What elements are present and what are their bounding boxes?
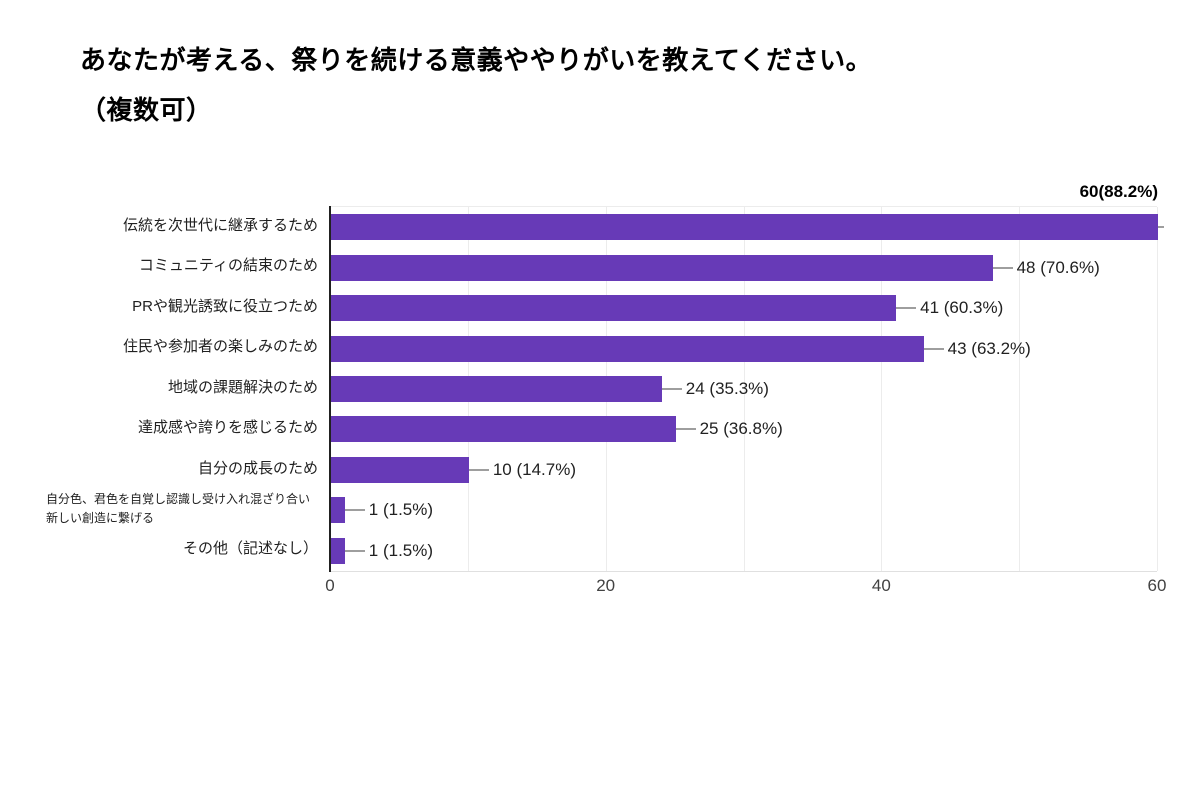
category-label-text-8: その他（記述なし） [182,540,318,558]
chart-title-line-2: （複数可） [80,95,213,125]
category-label-8: その他（記述なし） [0,530,324,570]
value-label-1: 48 (70.6%) [1016,257,1100,277]
bar-4 [331,375,662,402]
bar-row-7: 1 (1.5%) [330,490,1157,530]
bar-row-5: 25 (36.8%) [330,409,1157,449]
x-tick-label-0: 0 [325,576,335,595]
bar-row-3: 43 (63.2%) [330,328,1157,368]
callout-line-4 [661,387,682,390]
x-tick-label-40: 40 [871,576,891,595]
value-label-5: 25 (36.8%) [699,419,783,439]
category-label-2: PRや観光誘致に役立つため [0,287,324,327]
category-label-6: 自分の成長のため [0,449,324,489]
gridline-30 [743,207,745,571]
category-label-3: 住民や参加者の楽しみのため [0,327,324,367]
callout-line-7 [344,509,365,512]
gridline-50 [1019,207,1021,571]
chart-title: あなたが考える、祭りを続ける意義ややりがいを教えてください。 （複数可） [80,35,1140,135]
plot-area: 60(88.2%) 48 (70.6%) 41 (60.3%) 43 (63.2%) 2… [329,182,1164,572]
category-label-text-5: 達成感や誇りを感じるため [137,419,318,437]
chart-title-line-1: あなたが考える、祭りを続ける意義ややりがいを教えてください。 [80,45,873,75]
bar-1 [331,254,993,281]
category-label-text-4: 地域の課題解決のため [167,378,318,396]
value-label-4: 24 (35.3%) [685,378,769,398]
category-axis-labels: 伝統を次世代に継承するためコミュニティの結束のため PRや観光誘致に役立つため住民… [0,206,324,570]
callout-line-5 [675,428,696,431]
category-label-text-1: コミュニティの結束のため [138,257,318,275]
category-label-4: 地域の課題解決のため [0,368,324,408]
x-tick-label-20: 20 [596,576,616,595]
value-label-8: 1 (1.5%) [368,540,434,560]
bar-5 [331,416,676,443]
bar-0 [331,214,1158,241]
value-label-6: 10 (14.7%) [492,459,576,479]
bar-2 [331,295,897,322]
gridline-40 [881,207,883,571]
y-axis-line [329,206,331,572]
bar-7 [331,497,345,524]
category-label-text-0: 伝統を次世代に継承するため [122,216,318,234]
bar-row-8: 1 (1.5%) [330,531,1157,571]
callout-line-1 [992,266,1013,269]
category-label-text-3: 住民や参加者の楽しみのため [122,338,318,356]
bar-3 [331,335,924,362]
bar-8 [331,537,345,564]
x-axis-tick-labels: 0 20 40 60 [325,576,1166,600]
gridline-60 [1157,207,1158,571]
bar-row-2: 41 (60.3%) [330,288,1157,328]
x-tick-label-60: 60 [1147,576,1167,595]
callout-line-2 [896,307,917,310]
category-label-7: 自分色、君色を自覚し認識し受け入れ混ざり合い新しい創造に繋げる [0,489,324,529]
bar-6 [331,456,469,483]
category-label-text-6: 自分の成長のため [197,459,318,477]
value-label-0: 60(88.2%) [1079,182,1158,201]
bar-row-1: 48 (70.6%) [330,247,1157,287]
category-label-1: コミュニティの結束のため [0,246,324,286]
callout-line-6 [468,468,489,471]
callout-line-3 [923,347,944,350]
value-label-7: 1 (1.5%) [368,500,434,520]
bar-row-0: 60(88.2%) [330,182,1164,247]
callout-line-8 [344,549,365,552]
category-label-5: 達成感や誇りを感じるため [0,408,324,448]
category-label-0: 伝統を次世代に継承するため [0,206,324,246]
bar-row-4: 24 (35.3%) [330,369,1157,409]
bar-row-6: 10 (14.7%) [330,450,1157,490]
category-label-text-2: PRや観光誘致に役立つため [132,297,318,315]
value-label-3: 43 (63.2%) [947,338,1031,358]
category-label-text-7: 自分色、君色を自覚し認識し受け入れ混ざり合い新しい創造に繋げる [46,492,311,526]
value-label-2: 41 (60.3%) [920,298,1004,318]
callout-line-0 [1158,226,1164,229]
